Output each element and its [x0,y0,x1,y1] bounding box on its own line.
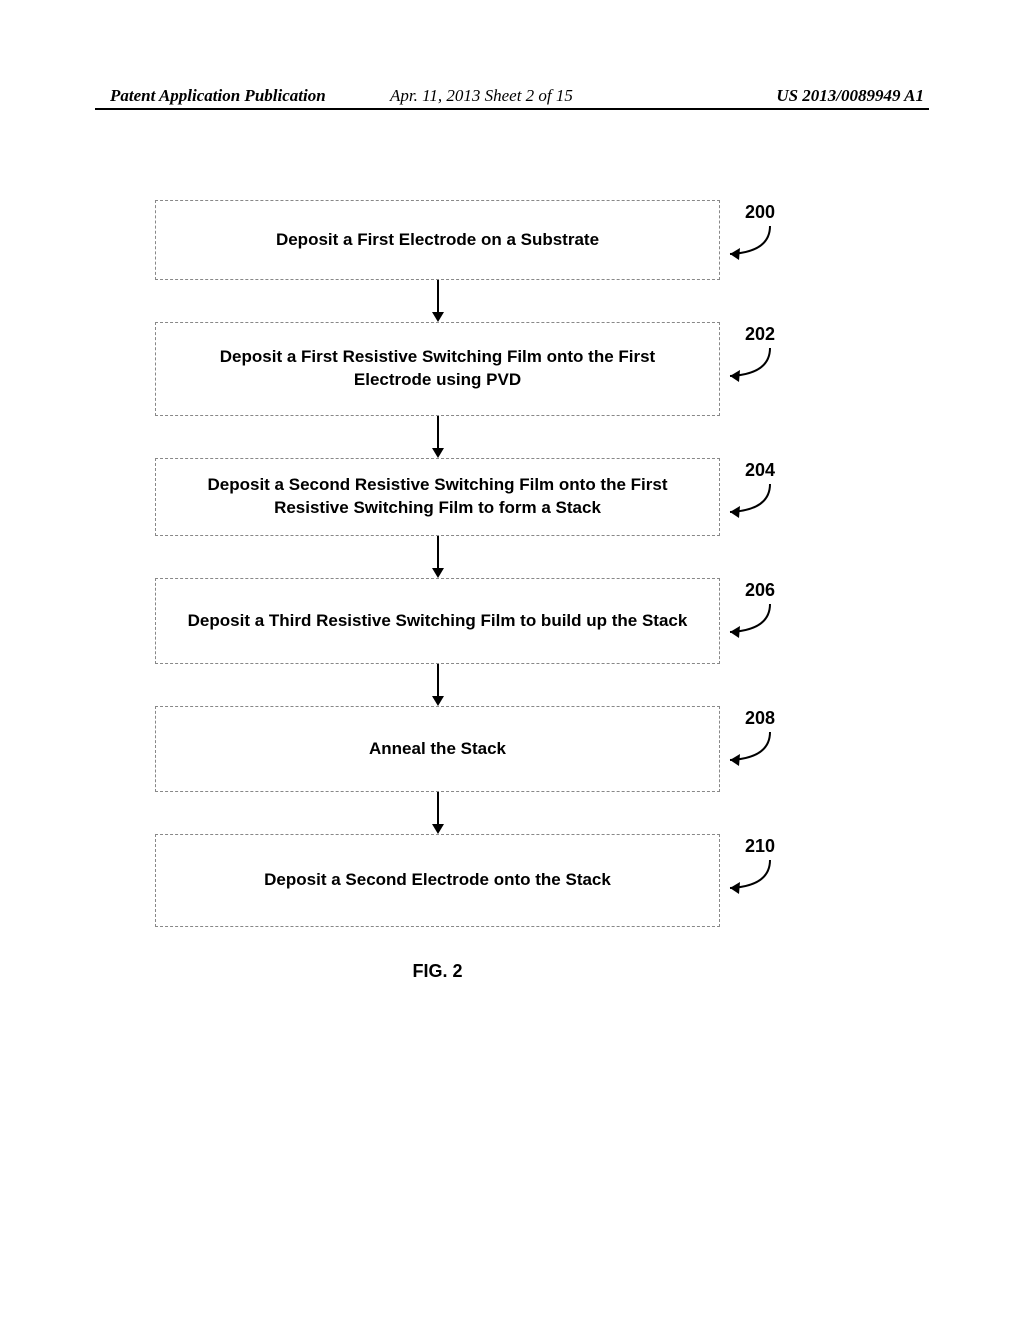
reference-arrow-icon [720,730,780,780]
flowchart: Deposit a First Electrode on a Substrate… [155,200,720,982]
figure-label: FIG. 2 [155,961,720,982]
flow-connector [155,536,720,578]
connector-line [437,416,439,450]
flowchart-step-text: Deposit a Third Resistive Switching Film… [188,610,688,633]
connector-line [437,536,439,570]
flowchart-step-text: Deposit a Second Electrode onto the Stac… [264,869,611,892]
flow-connector [155,280,720,322]
header-divider [95,108,929,110]
arrowhead-down-icon [432,312,444,322]
connector-line [437,664,439,698]
flowchart-step: Deposit a Second Electrode onto the Stac… [155,834,720,927]
reference-arrow-icon [720,224,780,274]
header-left: Patent Application Publication [110,86,326,105]
connector-line [437,792,439,826]
step-reference-number: 204 [745,460,775,481]
patent-header: Patent Application Publication Apr. 11, … [110,86,924,106]
flowchart-step-text: Deposit a Second Resistive Switching Fil… [186,474,689,520]
step-reference-number: 208 [745,708,775,729]
arrowhead-down-icon [432,824,444,834]
flow-connector [155,416,720,458]
header-center: Apr. 11, 2013 Sheet 2 of 15 [390,86,573,106]
flowchart-step-text: Anneal the Stack [369,738,506,761]
flowchart-step: Anneal the Stack [155,706,720,792]
flowchart-step: Deposit a Third Resistive Switching Film… [155,578,720,664]
flow-connector [155,792,720,834]
step-reference-number: 200 [745,202,775,223]
arrowhead-down-icon [432,696,444,706]
step-reference-number: 206 [745,580,775,601]
arrowhead-down-icon [432,568,444,578]
flowchart-step-text: Deposit a First Resistive Switching Film… [186,346,689,392]
flowchart-step: Deposit a Second Resistive Switching Fil… [155,458,720,536]
reference-arrow-icon [720,602,780,652]
reference-arrow-icon [720,346,780,396]
step-reference-number: 202 [745,324,775,345]
reference-arrow-icon [720,858,780,908]
header-right: US 2013/0089949 A1 [776,86,924,106]
arrowhead-down-icon [432,448,444,458]
flowchart-step-text: Deposit a First Electrode on a Substrate [276,229,599,252]
step-reference-number: 210 [745,836,775,857]
connector-line [437,280,439,314]
flowchart-step: Deposit a First Resistive Switching Film… [155,322,720,416]
flowchart-step: Deposit a First Electrode on a Substrate [155,200,720,280]
flow-connector [155,664,720,706]
reference-arrow-icon [720,482,780,532]
